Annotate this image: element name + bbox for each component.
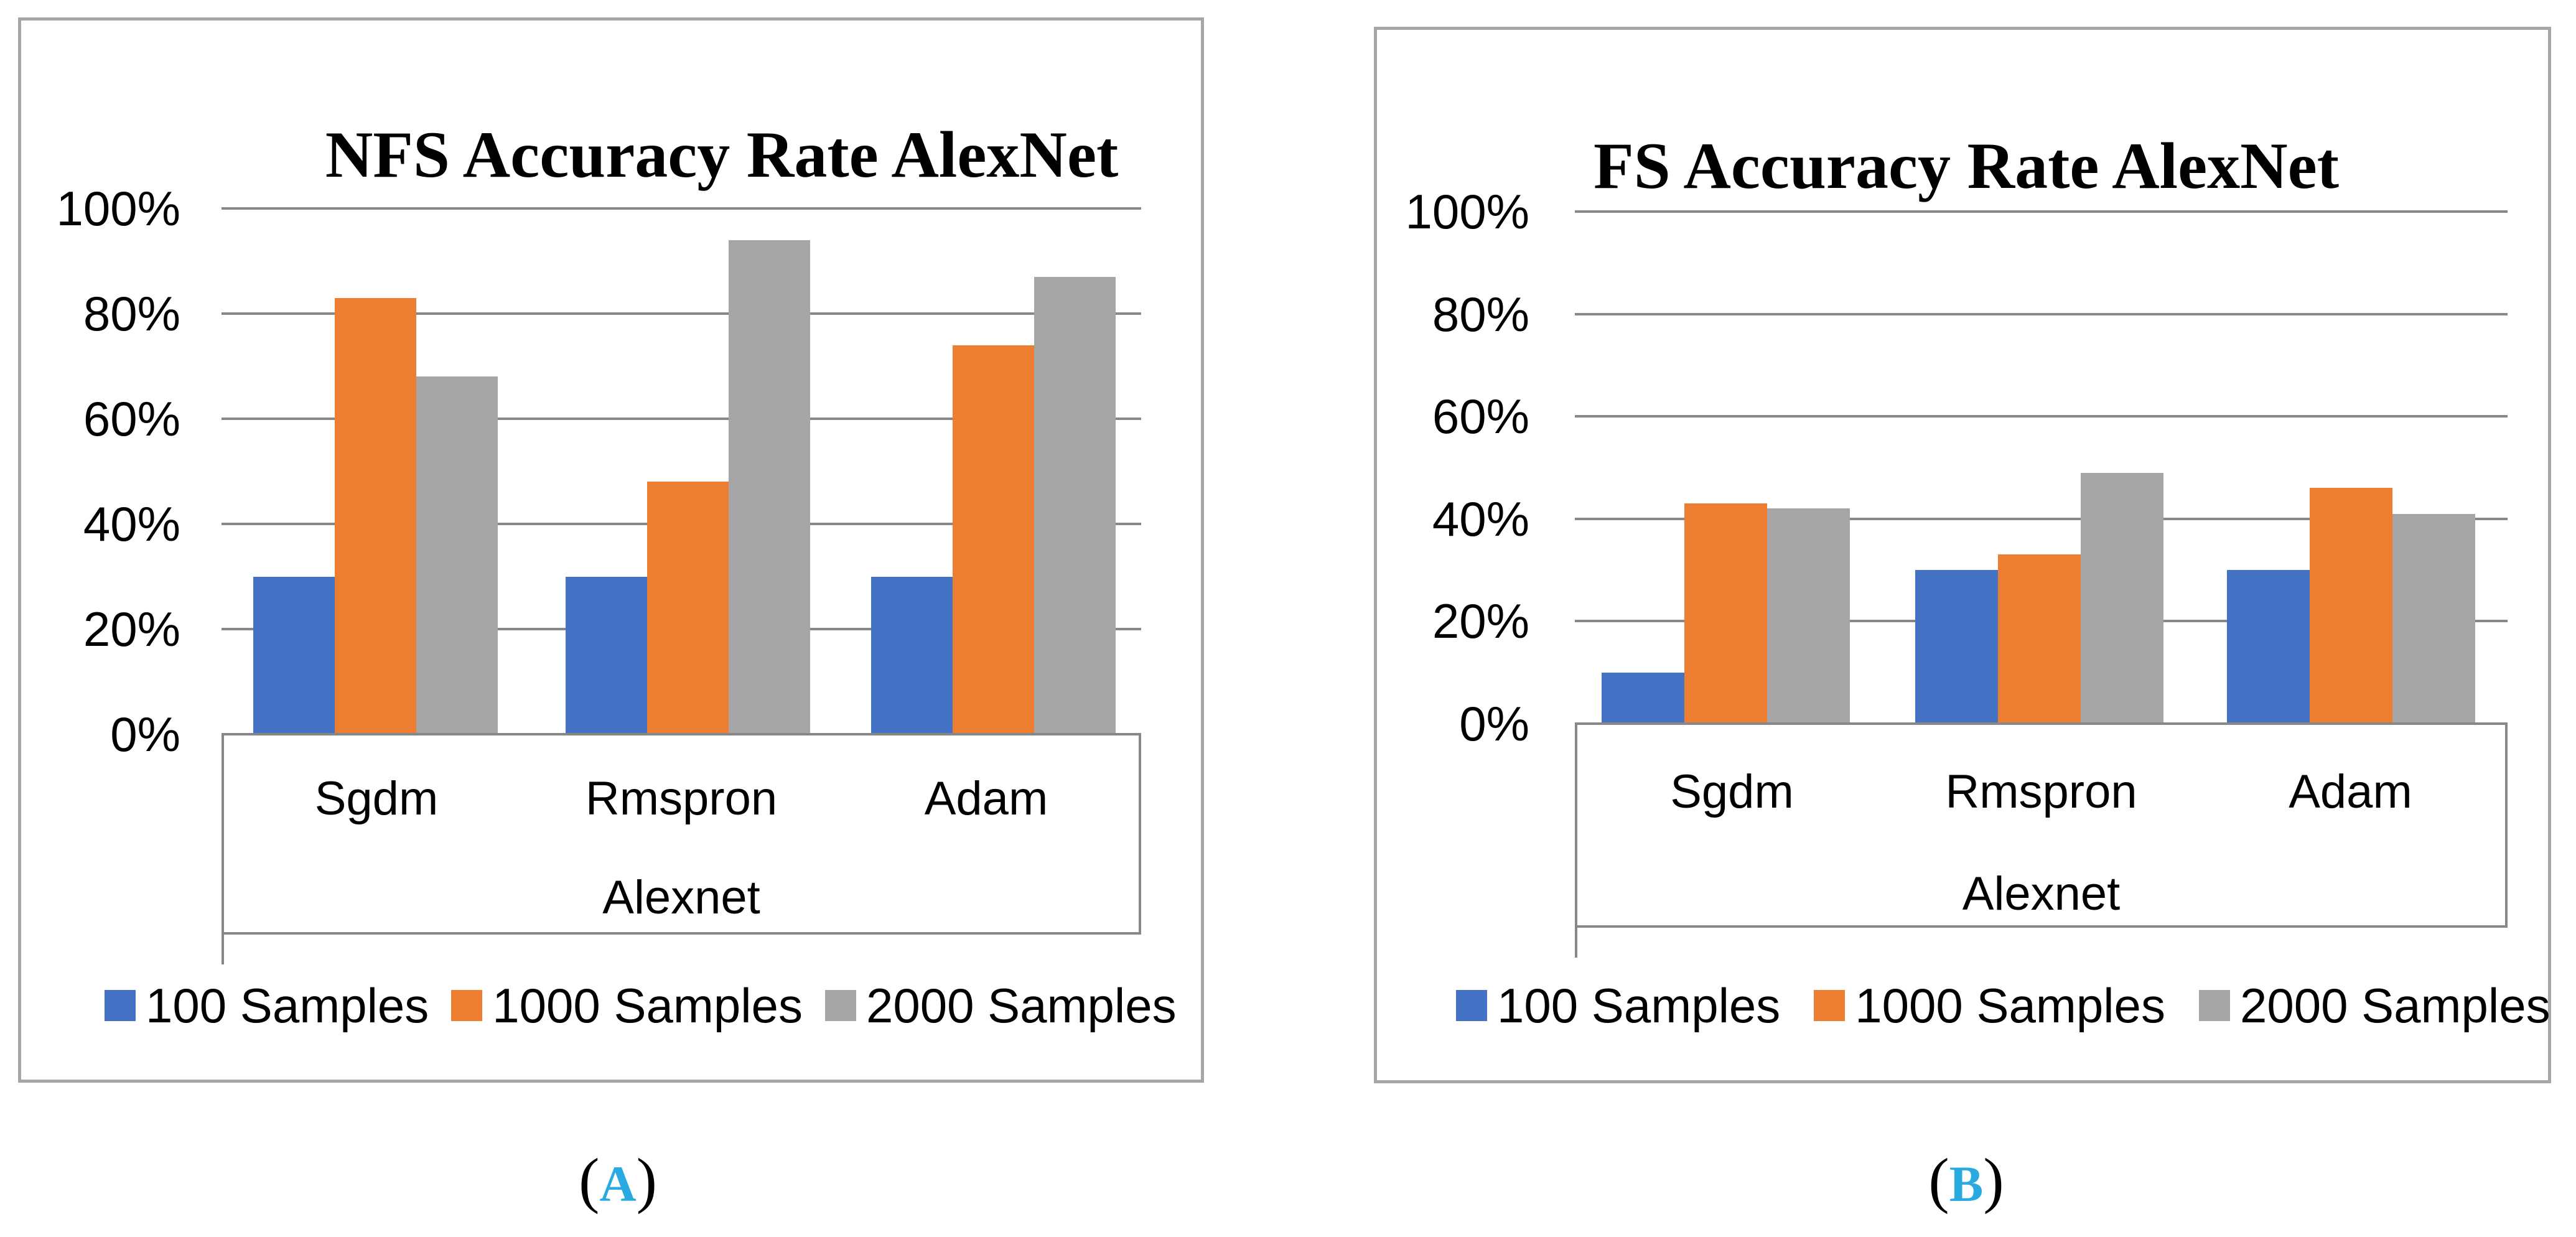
chart-b-bar-rmspron-100-samples (1915, 570, 1998, 724)
legend-label: 1000 Samples (492, 978, 803, 1033)
chart-b-legend: 100 Samples 1000 Samples 2000 Samples (1456, 976, 2550, 1035)
chart-a-caption-close-paren: ) (636, 1146, 657, 1215)
legend-swatch-icon (824, 990, 856, 1021)
chart-a-caption: (A) (493, 1146, 742, 1215)
chart-b-ytick-label: 100% (1405, 184, 1530, 239)
chart-a-bar-sgdm-1000-samples (335, 297, 416, 734)
chart-b-category-label-adam: Adam (2289, 765, 2412, 818)
chart-a-title: NFS Accuracy Rate AlexNet (325, 118, 1119, 191)
chart-b-caption-close-paren: ) (1983, 1146, 2004, 1215)
chart-b-bar-sgdm-100-samples (1602, 672, 1684, 724)
legend-label: 100 Samples (1497, 978, 1781, 1033)
chart-b-ytick-label: 40% (1432, 491, 1529, 546)
chart-a-gridline-100% (222, 207, 1141, 210)
chart-a-panel-border (18, 17, 1204, 1083)
chart-a-legend-item: 2000 Samples (824, 976, 1177, 1035)
chart-b-gridline-100% (1575, 210, 2508, 213)
chart-a-bar-adam-1000-samples (953, 345, 1034, 734)
chart-b-caption-open-paren: ( (1928, 1146, 1949, 1215)
legend-swatch-icon (1456, 990, 1487, 1021)
legend-swatch-icon (105, 990, 136, 1021)
chart-b-bar-rmspron-2000-samples (2081, 472, 2163, 724)
chart-b-gridline-80% (1575, 312, 2508, 315)
chart-b-category-label-rmspron: Rmspron (1945, 765, 2137, 818)
legend-label: 2000 Samples (2239, 978, 2550, 1033)
chart-a-caption-letter: A (599, 1155, 637, 1212)
chart-b-caption-letter: B (1949, 1155, 1984, 1212)
chart-b-bar-adam-100-samples (2227, 570, 2310, 724)
chart-a-legend-item: 1000 Samples (451, 976, 803, 1035)
chart-b-axis-tick (1575, 925, 1577, 958)
chart-b-ytick-label: 0% (1459, 696, 1529, 751)
chart-a-x-axis-label: Alexnet (602, 871, 760, 924)
chart-a-ytick-label: 100% (56, 181, 181, 236)
legend-label: 100 Samples (146, 978, 429, 1033)
chart-b-category-label-sgdm: Sgdm (1670, 765, 1794, 818)
chart-a-bar-sgdm-2000-samples (416, 376, 498, 734)
chart-b-gridline-60% (1575, 415, 2508, 418)
chart-b-legend-item: 1000 Samples (1814, 976, 2165, 1035)
chart-a-category-axis-box: Alexnet Sgdm Rmspron Adam (222, 733, 1141, 935)
chart-a-bar-rmspron-2000-samples (729, 240, 810, 734)
chart-a-ytick-label: 40% (83, 497, 180, 551)
chart-b-category-axis-box: Alexnet Sgdm Rmspron Adam (1575, 722, 2508, 928)
chart-a-legend: 100 Samples 1000 Samples 2000 Samples (105, 976, 1177, 1035)
chart-b-ytick-label: 60% (1432, 389, 1529, 444)
chart-b-legend-item: 2000 Samples (2198, 976, 2550, 1035)
chart-b-ytick-label: 20% (1432, 594, 1529, 649)
chart-a-ytick-label: 60% (83, 391, 180, 446)
chart-a-bar-rmspron-100-samples (566, 576, 647, 734)
chart-a-ytick-label: 20% (83, 602, 180, 656)
chart-a-bar-adam-100-samples (871, 576, 953, 734)
chart-b-bar-sgdm-2000-samples (1767, 508, 1850, 724)
chart-a-ytick-label: 80% (83, 286, 180, 341)
chart-a-caption-open-paren: ( (579, 1146, 600, 1215)
chart-a-ytick-label: 0% (110, 707, 180, 762)
chart-b-gridline-40% (1575, 517, 2508, 520)
chart-a-bar-adam-2000-samples (1034, 276, 1116, 734)
legend-swatch-icon (1814, 990, 1846, 1021)
legend-swatch-icon (2198, 990, 2230, 1021)
chart-a-category-label-sgdm: Sgdm (314, 772, 439, 825)
chart-b-bar-rmspron-1000-samples (1998, 554, 2081, 724)
chart-b-caption: (B) (1842, 1146, 2091, 1215)
chart-a-bar-sgdm-100-samples (253, 576, 335, 734)
chart-a-axis-tick (222, 932, 224, 964)
chart-a-bar-rmspron-1000-samples (647, 482, 729, 734)
chart-b-bar-adam-1000-samples (2310, 488, 2392, 724)
legend-swatch-icon (451, 990, 483, 1021)
chart-b-panel-border (1374, 27, 2551, 1083)
chart-a-gridline-80% (222, 312, 1141, 315)
chart-a-category-label-rmspron: Rmspron (585, 772, 778, 825)
chart-b-title: FS Accuracy Rate AlexNet (1593, 129, 2340, 202)
chart-a-gridline-60% (222, 418, 1141, 420)
chart-b-legend-item: 100 Samples (1456, 976, 1780, 1035)
chart-a-legend-item: 100 Samples (105, 976, 429, 1035)
chart-b-bar-sgdm-1000-samples (1684, 503, 1767, 724)
chart-a-category-label-adam: Adam (924, 772, 1048, 825)
chart-b-x-axis-label: Alexnet (1962, 867, 2121, 920)
legend-label: 2000 Samples (866, 978, 1177, 1033)
chart-b-ytick-label: 80% (1432, 286, 1529, 342)
legend-label: 1000 Samples (1855, 978, 2165, 1033)
chart-b-bar-adam-2000-samples (2392, 513, 2475, 724)
